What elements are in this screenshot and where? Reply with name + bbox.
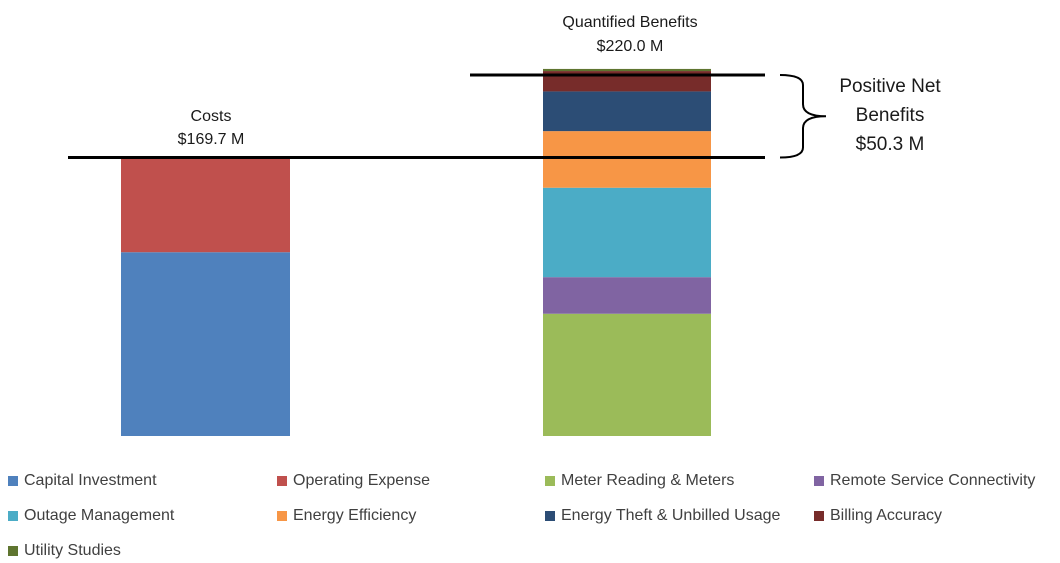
legend-label: Energy Theft & Unbilled Usage (561, 507, 781, 524)
quantified-benefits-segment-meter-reading-meters (543, 313, 711, 436)
legend-item-remote-service-connectivity: Remote Service Connectivity (814, 472, 1035, 490)
legend-item-billing-accuracy: Billing Accuracy (814, 507, 942, 525)
quantified-benefits-segment-energy-efficiency (543, 131, 711, 188)
legend-label: Operating Expense (293, 472, 430, 489)
legend-swatch (8, 546, 18, 556)
quantified-benefits-segment-utility-studies (543, 68, 711, 72)
costs-bar-label: Costs (191, 108, 232, 125)
stacked-bar-chart: Costs $169.7 M Quantified Benefits $220.… (68, 14, 941, 436)
legend-swatch (545, 476, 555, 486)
legend-item-capital-investment: Capital Investment (8, 472, 157, 490)
bars-layer (121, 68, 711, 436)
legend-swatch (277, 476, 287, 486)
legend-label: Capital Investment (24, 472, 157, 489)
benefits-bar-value: $220.0 M (597, 38, 664, 55)
legend-label: Meter Reading & Meters (561, 472, 735, 489)
net-benefit-annotation-value: $50.3 M (856, 134, 925, 155)
benefits-bar-label: Quantified Benefits (562, 14, 697, 31)
legend-label: Remote Service Connectivity (830, 472, 1036, 489)
legend-swatch (8, 476, 18, 486)
legend-swatch (814, 476, 824, 486)
quantified-benefits-segment-remote-service-connectivity (543, 277, 711, 314)
legend-item-utility-studies: Utility Studies (8, 542, 121, 560)
legend-item-operating-expense: Operating Expense (277, 472, 430, 490)
legend-item-outage-management: Outage Management (8, 507, 174, 525)
legend-label: Billing Accuracy (830, 507, 943, 524)
quantified-benefits-segment-energy-theft-unbilled-usage (543, 91, 711, 132)
net-benefit-annotation-line1: Positive Net (839, 76, 941, 97)
legend-swatch (814, 511, 824, 521)
legend-label: Energy Efficiency (293, 507, 417, 524)
net-benefit-brace (779, 74, 827, 159)
costs-bar-value: $169.7 M (178, 131, 245, 148)
legend-item-energy-theft-unbilled-usage: Energy Theft & Unbilled Usage (545, 507, 780, 525)
legend-item-energy-efficiency: Energy Efficiency (277, 507, 416, 525)
quantified-benefits-segment-outage-management (543, 187, 711, 278)
net-benefit-annotation-line2: Benefits (856, 105, 925, 126)
costs-segment-operating-expense (121, 157, 290, 253)
legend-swatch (8, 511, 18, 521)
costs-segment-capital-investment (121, 252, 290, 436)
legend-swatch (545, 511, 555, 521)
legend-item-meter-reading-meters: Meter Reading & Meters (545, 472, 734, 490)
legend-swatch (277, 511, 287, 521)
legend-label: Outage Management (24, 507, 175, 524)
legend-label: Utility Studies (24, 542, 121, 559)
